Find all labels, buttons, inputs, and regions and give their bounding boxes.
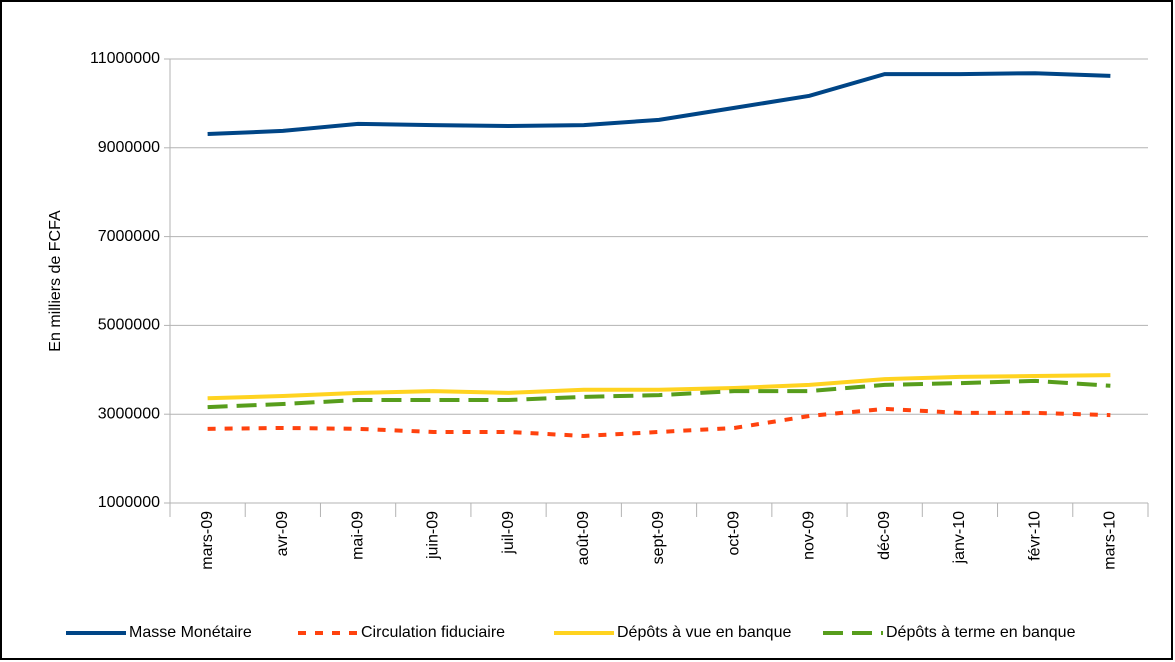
x-tick-label: août-09: [575, 511, 592, 565]
y-tick-label: 5000000: [98, 317, 160, 334]
x-tick-label: mai-09: [349, 511, 366, 560]
legend-label: Masse Monétaire: [129, 624, 252, 641]
y-tick-label: 9000000: [98, 139, 160, 156]
y-tick-label: 11000000: [90, 50, 160, 67]
x-tick-label: sept-09: [650, 511, 667, 564]
y-tick-label: 1000000: [98, 494, 160, 511]
legend-label: Dépôts à terme en banque: [886, 624, 1076, 641]
x-tick-label: mars-09: [199, 511, 216, 570]
y-axis-label: En milliers de FCFA: [47, 210, 64, 352]
x-tick-label: oct-09: [725, 511, 742, 556]
x-tick-label: nov-09: [801, 511, 818, 560]
x-tick-label: déc-09: [876, 511, 893, 560]
series-line: [207, 373, 1111, 401]
x-tick-label: juil-09: [500, 511, 517, 555]
x-tick-label: mars-10: [1102, 511, 1119, 570]
y-tick-label: 3000000: [98, 405, 160, 422]
series-line: [207, 406, 1111, 438]
y-tick-label: 7000000: [98, 228, 160, 245]
legend-label: Dépôts à vue en banque: [617, 624, 791, 641]
x-tick-label: avr-09: [274, 511, 291, 556]
series-line: [207, 71, 1111, 137]
legend-label: Circulation fiduciaire: [361, 624, 505, 641]
x-tick-label: févr-10: [1026, 511, 1043, 561]
x-tick-label: juin-09: [425, 511, 442, 560]
x-tick-label: janv-10: [951, 511, 968, 565]
series-line: [207, 378, 1111, 410]
